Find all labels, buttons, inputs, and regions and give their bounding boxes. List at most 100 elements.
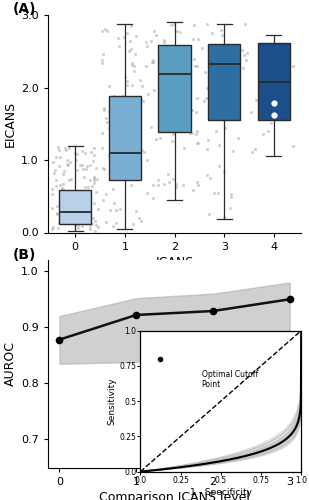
Point bbox=[137, 214, 142, 222]
Point bbox=[206, 108, 211, 116]
Point bbox=[133, 208, 138, 216]
Point bbox=[60, 206, 65, 214]
Point bbox=[222, 124, 227, 132]
Point bbox=[78, 161, 83, 169]
Point bbox=[219, 26, 224, 34]
Point bbox=[84, 162, 89, 170]
Point bbox=[194, 139, 199, 147]
Point bbox=[57, 162, 61, 170]
Y-axis label: EICANS: EICANS bbox=[4, 100, 17, 147]
Point bbox=[65, 196, 70, 203]
Point bbox=[140, 97, 145, 105]
Point bbox=[104, 118, 109, 126]
Point bbox=[217, 162, 222, 170]
Point bbox=[200, 44, 205, 52]
Point bbox=[187, 120, 192, 128]
Point bbox=[92, 174, 97, 182]
Point bbox=[118, 205, 123, 213]
Point bbox=[61, 212, 66, 220]
Point bbox=[132, 62, 137, 70]
Point bbox=[137, 150, 142, 158]
Point bbox=[133, 168, 138, 175]
Point bbox=[205, 20, 210, 28]
Point bbox=[249, 148, 254, 156]
Point bbox=[79, 160, 84, 168]
Point bbox=[128, 98, 133, 106]
Point bbox=[245, 49, 250, 57]
Point bbox=[73, 222, 78, 230]
Point bbox=[74, 210, 78, 218]
Point bbox=[112, 116, 117, 124]
Point bbox=[175, 27, 180, 35]
Point bbox=[207, 84, 212, 92]
Point bbox=[210, 28, 214, 36]
Point bbox=[155, 176, 160, 184]
Point bbox=[210, 65, 215, 73]
Point bbox=[120, 175, 125, 183]
Point bbox=[272, 46, 277, 54]
Point bbox=[266, 127, 271, 135]
Point bbox=[100, 144, 105, 152]
Point bbox=[152, 86, 157, 94]
Point bbox=[92, 144, 97, 152]
Point bbox=[80, 208, 85, 216]
Point bbox=[60, 184, 65, 192]
Point bbox=[60, 180, 65, 188]
Point bbox=[220, 30, 225, 38]
Point bbox=[53, 153, 58, 161]
Point bbox=[54, 182, 59, 190]
Point bbox=[112, 170, 116, 178]
Point bbox=[145, 90, 150, 98]
Point bbox=[152, 27, 157, 35]
Point bbox=[95, 223, 100, 231]
Point bbox=[156, 181, 161, 189]
Bar bbox=[208, 44, 240, 120]
Point bbox=[121, 33, 126, 41]
Point bbox=[128, 37, 133, 45]
Point bbox=[90, 182, 95, 190]
Point bbox=[239, 46, 244, 54]
Point bbox=[79, 217, 84, 225]
Y-axis label: AUROC: AUROC bbox=[4, 341, 17, 386]
Point bbox=[92, 179, 97, 187]
Point bbox=[87, 226, 92, 234]
Point bbox=[204, 84, 209, 92]
Point bbox=[205, 94, 210, 102]
Point bbox=[123, 108, 128, 116]
Point bbox=[122, 110, 127, 118]
Point bbox=[138, 151, 142, 159]
Point bbox=[116, 118, 121, 126]
Point bbox=[94, 220, 99, 228]
Point bbox=[79, 222, 84, 230]
Point bbox=[81, 190, 86, 198]
Point bbox=[204, 170, 209, 178]
Point bbox=[130, 80, 135, 88]
Point bbox=[69, 212, 74, 220]
Point bbox=[273, 41, 278, 49]
Point bbox=[157, 134, 162, 141]
Point bbox=[106, 124, 111, 132]
Point bbox=[107, 82, 112, 90]
Point bbox=[91, 158, 96, 166]
Point bbox=[73, 156, 78, 164]
Point bbox=[135, 137, 140, 145]
Point bbox=[87, 176, 92, 184]
Point bbox=[77, 199, 82, 207]
Point bbox=[166, 96, 171, 104]
Point bbox=[162, 180, 167, 188]
Point bbox=[89, 220, 94, 228]
Point bbox=[53, 176, 58, 184]
Point bbox=[93, 226, 98, 234]
Point bbox=[119, 108, 124, 116]
Point bbox=[139, 217, 144, 225]
Point bbox=[150, 181, 155, 189]
Point bbox=[129, 45, 133, 53]
Point bbox=[131, 166, 136, 174]
Point bbox=[181, 182, 186, 190]
Point bbox=[150, 194, 155, 202]
Bar bbox=[159, 46, 191, 132]
Point bbox=[69, 174, 74, 182]
Point bbox=[102, 106, 107, 114]
Point bbox=[139, 82, 144, 90]
Point bbox=[171, 130, 176, 138]
